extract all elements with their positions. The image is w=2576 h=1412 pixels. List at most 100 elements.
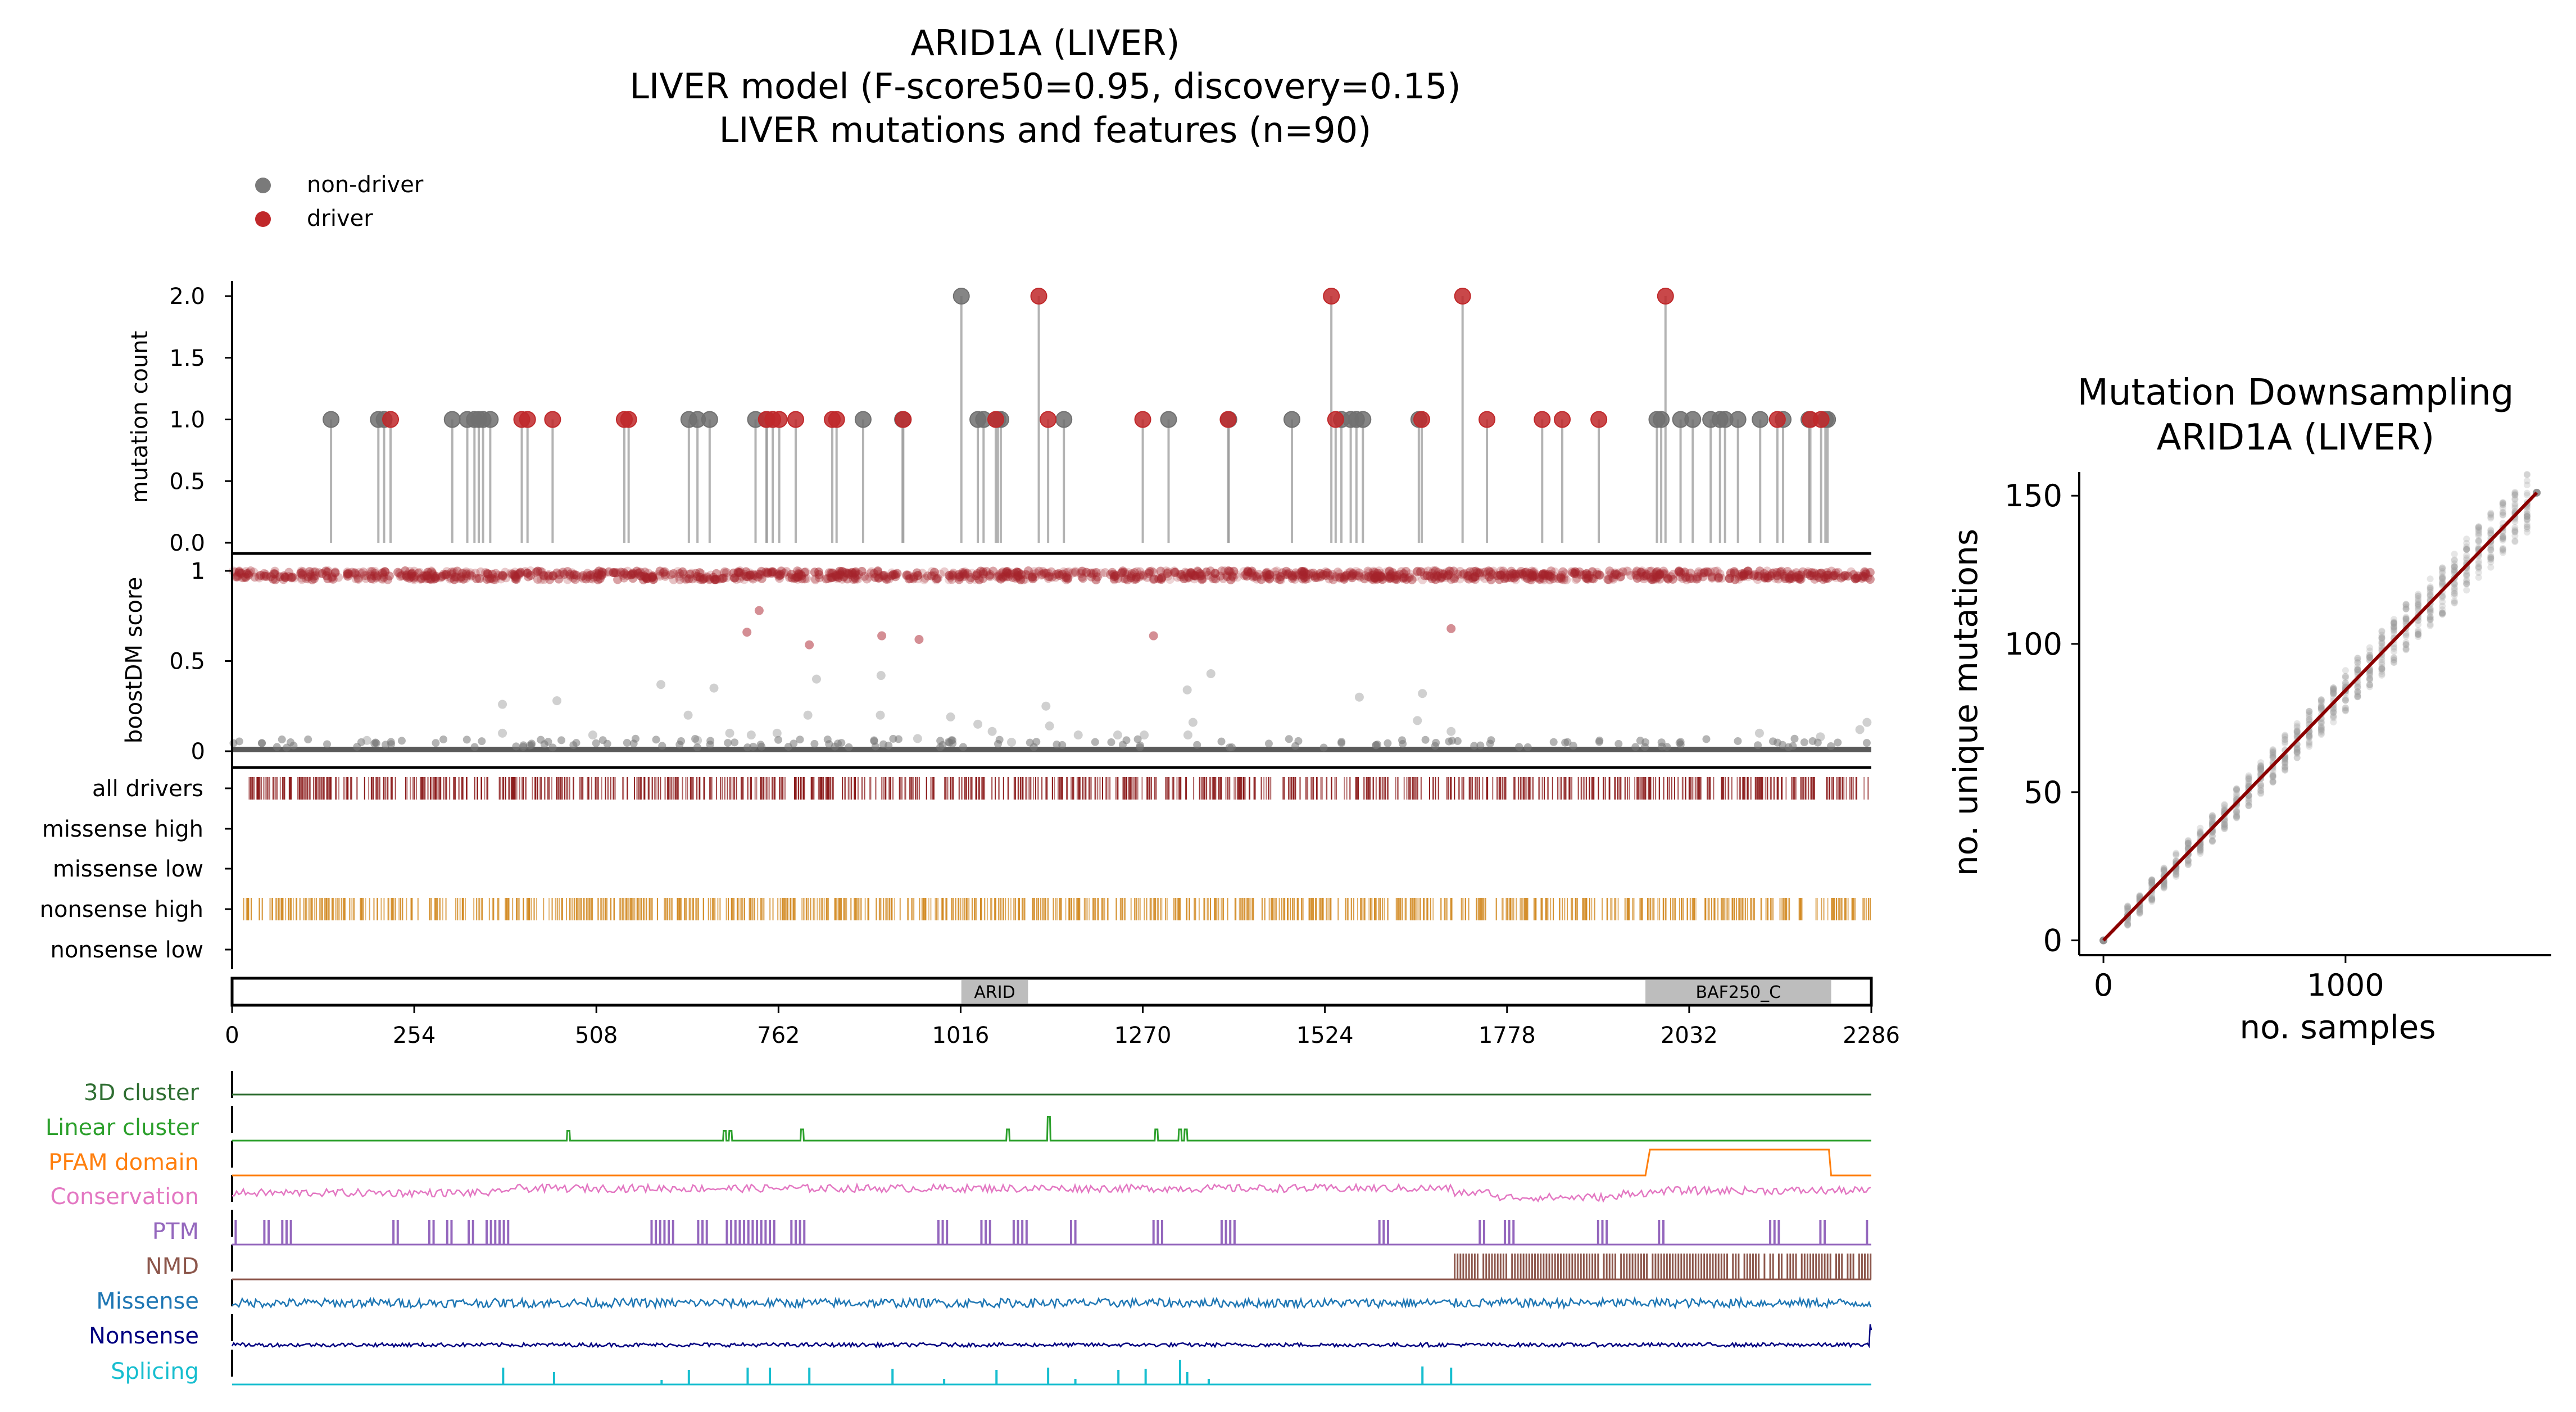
driver-score-point — [914, 634, 924, 644]
y-tick-label: 0 — [2043, 923, 2062, 959]
non-driver-marker — [1160, 411, 1177, 428]
driver-score-point — [1527, 569, 1536, 578]
non-driver-score-point — [693, 735, 702, 745]
downsample-point — [2148, 876, 2156, 883]
driver-score-point — [600, 569, 609, 578]
driver-score-point — [1044, 574, 1053, 583]
driver-score-point — [1647, 566, 1656, 576]
feature-track-label: Nonsense — [89, 1323, 199, 1349]
driver-score-point — [1792, 568, 1801, 578]
downsample-point — [2160, 867, 2167, 874]
driver-score-point — [1181, 567, 1190, 577]
driver-marker — [787, 411, 804, 428]
driver-score-point — [1304, 570, 1313, 579]
driver-score-point — [1030, 567, 1039, 576]
downsample-point — [2269, 748, 2276, 755]
driver-score-point — [360, 571, 369, 580]
driver-score-point — [1400, 573, 1409, 582]
driver-score-point — [443, 571, 452, 581]
driver-score-point — [592, 569, 601, 578]
non-driver-score-point — [1789, 742, 1797, 750]
driver-score-point — [1369, 573, 1379, 583]
driver-score-point — [1257, 575, 1266, 584]
downsample-point — [2391, 654, 2397, 661]
driver-score-point — [1538, 570, 1548, 580]
driver-score-point — [753, 572, 763, 582]
driver-score-point — [750, 571, 759, 580]
driver-score-point — [757, 574, 767, 583]
driver-score-point — [1189, 571, 1199, 580]
non-driver-score-point — [725, 728, 734, 738]
driver-score-point — [508, 569, 518, 579]
driver-marker — [1040, 411, 1057, 428]
driver-score-point — [1040, 569, 1049, 578]
driver-score-point — [1229, 566, 1239, 576]
non-driver-score-point — [1431, 742, 1439, 750]
driver-score-point — [773, 569, 782, 579]
driver-score-point — [1463, 571, 1473, 580]
track-linear-cluster — [232, 1116, 1871, 1142]
driver-score-point — [543, 571, 553, 581]
driver-score-point — [380, 567, 390, 576]
driver-score-point — [241, 572, 250, 582]
downsample-point — [2523, 525, 2530, 533]
driver-score-point — [1306, 569, 1316, 578]
non-driver-score-point — [1827, 742, 1835, 750]
non-driver-score-point — [1285, 735, 1293, 743]
driver-score-point — [865, 572, 874, 582]
domain-box — [961, 980, 1028, 1004]
non-driver-score-point — [876, 710, 885, 720]
non-driver-score-point — [362, 735, 371, 745]
driver-score-point — [250, 573, 260, 582]
driver-score-point — [592, 572, 602, 582]
driver-score-point — [787, 573, 797, 583]
non-driver-score-point — [387, 740, 396, 748]
driver-score-point — [414, 569, 423, 578]
driver-score-point — [1557, 575, 1567, 584]
downsample-point — [2439, 606, 2446, 614]
non-driver-score-point — [623, 739, 631, 747]
driver-score-point — [330, 568, 340, 578]
downsample-point — [2366, 654, 2373, 661]
non-driver-marker — [443, 411, 461, 428]
non-driver-score-point — [323, 740, 332, 748]
driver-score-point — [1149, 631, 1158, 641]
driver-score-point — [1147, 566, 1157, 576]
driver-score-point — [436, 572, 446, 582]
driver-score-point — [777, 566, 786, 576]
driver-score-point — [840, 568, 849, 578]
driver-score-point — [1100, 568, 1110, 578]
driver-score-point — [1760, 573, 1770, 582]
driver-score-point — [1699, 568, 1709, 578]
driver-score-point — [1224, 566, 1233, 576]
downsample-point — [2354, 688, 2361, 695]
driver-score-point — [1707, 572, 1717, 582]
track-nonsense — [231, 1324, 1872, 1349]
driver-score-point — [1246, 568, 1256, 578]
driver-score-point — [1034, 566, 1044, 576]
driver-score-point — [722, 573, 731, 582]
driver-score-point — [852, 575, 861, 584]
driver-score-point — [1529, 567, 1539, 576]
domain-box — [1645, 980, 1831, 1004]
downsample-point — [2148, 898, 2156, 905]
driver-score-point — [1496, 570, 1505, 580]
driver-score-point — [659, 567, 668, 577]
driver-marker — [620, 411, 637, 428]
driver-score-point — [797, 571, 806, 580]
driver-score-point — [1028, 574, 1037, 584]
driver-score-point — [1043, 568, 1053, 578]
driver-score-point — [1849, 570, 1858, 579]
driver-score-point — [1023, 566, 1033, 576]
driver-score-point — [1760, 571, 1770, 581]
driver-score-point — [1436, 572, 1446, 582]
driver-score-point — [351, 574, 361, 584]
driver-score-point — [1459, 569, 1469, 579]
driver-score-point — [971, 571, 981, 580]
driver-score-point — [1059, 573, 1069, 582]
driver-score-point — [747, 573, 757, 582]
downsample-point — [2463, 552, 2470, 559]
driver-score-point — [1795, 575, 1805, 584]
driver-score-point — [351, 570, 360, 579]
driver-score-point — [1392, 573, 1402, 582]
